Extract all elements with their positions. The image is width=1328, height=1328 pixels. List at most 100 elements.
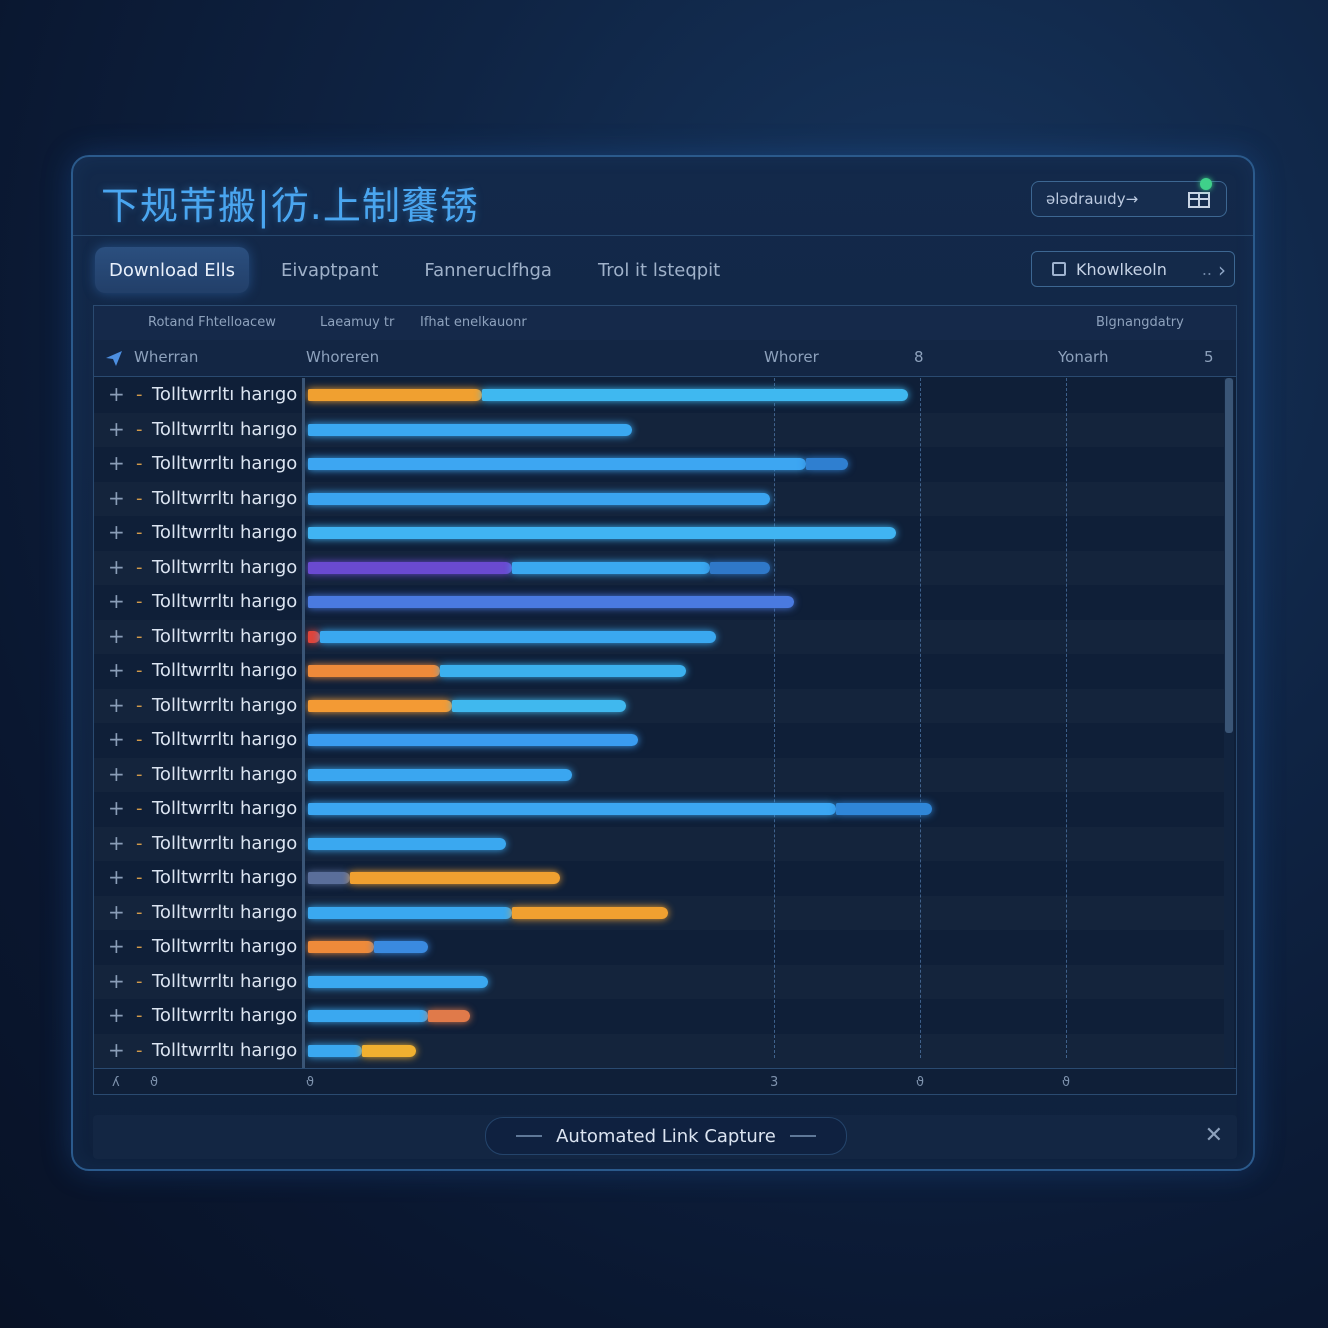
table-row[interactable]: + - Tolltwrrltı harıgo <box>94 999 1224 1034</box>
expand-icon[interactable]: + <box>108 589 125 613</box>
scrollbar-thumb[interactable] <box>1225 378 1233 733</box>
toolbar-middle-text[interactable]: Laeamuy tr <box>320 315 395 330</box>
expand-icon[interactable]: + <box>108 451 125 475</box>
tab-download-ells[interactable]: Download Ells <box>95 247 249 293</box>
progress-lane <box>302 550 1224 585</box>
expand-icon[interactable]: + <box>108 658 125 682</box>
expand-icon[interactable]: + <box>108 934 125 958</box>
table-row[interactable]: + - Tolltwrrltı harıgo <box>94 861 1224 896</box>
table-row[interactable]: + - Tolltwrrltı harıgo <box>94 481 1224 516</box>
toolbar-left-text[interactable]: Rotand Fhtelloacew <box>148 315 276 330</box>
window-title: 下规芾搬|彷.上制饔锈 <box>101 184 479 228</box>
expand-icon[interactable]: + <box>108 796 125 820</box>
progress-bar-segment <box>308 1010 428 1022</box>
header-action-button[interactable]: ələdrauıdy→ <box>1031 178 1227 217</box>
khowlkeoln-button[interactable]: Khowlkeoln .. › <box>1031 251 1235 287</box>
column-yonarh[interactable]: Yonarh <box>1058 348 1109 366</box>
axis-tick: 3 <box>770 1075 779 1090</box>
progress-lane <box>302 585 1224 620</box>
download-table: Rotand Fhtelloacew Laeamuy tr Ifhat enel… <box>93 305 1237 1095</box>
column-whorer[interactable]: Whorer <box>764 348 819 366</box>
row-edge-marker <box>302 964 305 999</box>
toolbar-middle2-text[interactable]: Ifhat enelkauonr <box>420 315 527 330</box>
table-row[interactable]: + - Tolltwrrltı harıgo <box>94 1033 1224 1068</box>
expand-icon[interactable]: + <box>108 830 125 855</box>
progress-lane <box>302 688 1224 723</box>
expand-icon[interactable]: + <box>108 761 125 786</box>
table-row[interactable]: + - Tolltwrrltı harıgo <box>94 826 1224 861</box>
expand-icon[interactable]: + <box>108 382 125 406</box>
table-row[interactable]: + - Tolltwrrltı harıgo <box>94 895 1224 930</box>
expand-icon[interactable]: + <box>108 485 125 510</box>
table-row[interactable]: + - Tolltwrrltı harıgo <box>94 757 1224 792</box>
table-row[interactable]: + - Tolltwrrltı harıgo <box>94 378 1224 413</box>
progress-bar-segment <box>308 837 506 850</box>
row-label: Tolltwrrltı harıgo <box>152 798 298 819</box>
row-label: Tolltwrrltı harıgo <box>152 867 298 888</box>
progress-lane <box>302 654 1224 689</box>
progress-lane <box>302 1033 1224 1068</box>
row-marker: - <box>136 522 143 543</box>
tab-trol-it-lsteqpit[interactable]: Trol it lsteqpit <box>597 259 721 281</box>
progress-bar-segment <box>452 699 626 712</box>
vertical-scrollbar[interactable] <box>1224 378 1234 1068</box>
row-label: Tolltwrrltı harıgo <box>152 487 298 509</box>
progress-bar-segment <box>362 1044 416 1057</box>
progress-bar-segment <box>308 630 320 643</box>
table-row[interactable]: + - Tolltwrrltı harıgo <box>94 654 1224 689</box>
table-row[interactable]: + - Tolltwrrltı harıgo <box>94 447 1224 482</box>
close-icon[interactable]: ✕ <box>1204 1123 1223 1148</box>
column-wherran[interactable]: Wherran <box>134 348 199 366</box>
expand-icon[interactable]: + <box>108 692 125 717</box>
row-edge-marker <box>302 688 305 723</box>
progress-bar-segment <box>308 561 512 574</box>
expand-icon[interactable]: + <box>108 1037 125 1062</box>
table-row[interactable]: + - Tolltwrrltı harıgo <box>94 516 1224 551</box>
row-label: Tolltwrrltı harıgo <box>152 453 298 474</box>
progress-bar-segment <box>512 561 710 574</box>
expand-icon[interactable]: + <box>108 416 125 441</box>
row-marker: - <box>136 936 143 957</box>
table-row[interactable]: + - Tolltwrrltı harıgo <box>94 930 1224 965</box>
table-row[interactable]: + - Tolltwrrltı harıgo <box>94 723 1224 758</box>
expand-icon[interactable]: + <box>108 968 125 993</box>
expand-icon[interactable]: + <box>108 865 125 889</box>
row-marker: - <box>136 556 143 578</box>
expand-icon[interactable]: + <box>108 554 125 579</box>
table-row[interactable]: + - Tolltwrrltı harıgo <box>94 550 1224 585</box>
automated-link-capture-button[interactable]: Automated Link Capture <box>485 1117 847 1155</box>
expand-icon[interactable]: + <box>108 520 125 544</box>
table-row[interactable]: + - Tolltwrrltı harıgo <box>94 619 1224 654</box>
row-edge-marker <box>302 1033 305 1068</box>
row-label: Tolltwrrltı harıgo <box>152 729 298 750</box>
toolbar-right-text[interactable]: Blgnangdatry <box>1096 315 1184 330</box>
expand-icon[interactable]: + <box>108 899 125 924</box>
row-edge-marker <box>302 792 305 827</box>
row-edge-marker <box>302 654 305 689</box>
axis-tick: ϑ <box>916 1075 925 1090</box>
progress-lane <box>302 792 1224 827</box>
table-row[interactable]: + - Tolltwrrltı harıgo <box>94 412 1224 447</box>
progress-bar-segment <box>308 458 806 470</box>
expand-icon[interactable]: + <box>108 727 125 751</box>
progress-bar-segment <box>308 527 896 539</box>
expand-icon[interactable]: + <box>108 623 125 648</box>
row-edge-marker <box>302 550 305 585</box>
row-edge-marker <box>302 378 305 413</box>
row-marker: - <box>136 1005 143 1026</box>
table-row[interactable]: + - Tolltwrrltı harıgo <box>94 964 1224 999</box>
row-edge-marker <box>302 861 305 896</box>
tab-eivaptpant[interactable]: Eivaptpant <box>280 259 379 281</box>
table-row[interactable]: + - Tolltwrrltı harıgo <box>94 792 1224 827</box>
row-label: Tolltwrrltı harıgo <box>152 418 298 440</box>
expand-icon[interactable]: + <box>108 1003 125 1027</box>
progress-bar-segment <box>308 423 632 436</box>
tab-fanneruclfhga[interactable]: Fanneruclfhga <box>424 259 552 281</box>
column-whoreren[interactable]: Whoreren <box>306 348 380 366</box>
automated-link-capture-label: Automated Link Capture <box>556 1125 776 1147</box>
table-row[interactable]: + - Tolltwrrltı harıgo <box>94 688 1224 723</box>
table-row[interactable]: + - Tolltwrrltı harıgo <box>94 585 1224 620</box>
progress-bar-segment <box>308 872 350 884</box>
right-line <box>789 1135 816 1137</box>
progress-lane <box>302 826 1224 861</box>
